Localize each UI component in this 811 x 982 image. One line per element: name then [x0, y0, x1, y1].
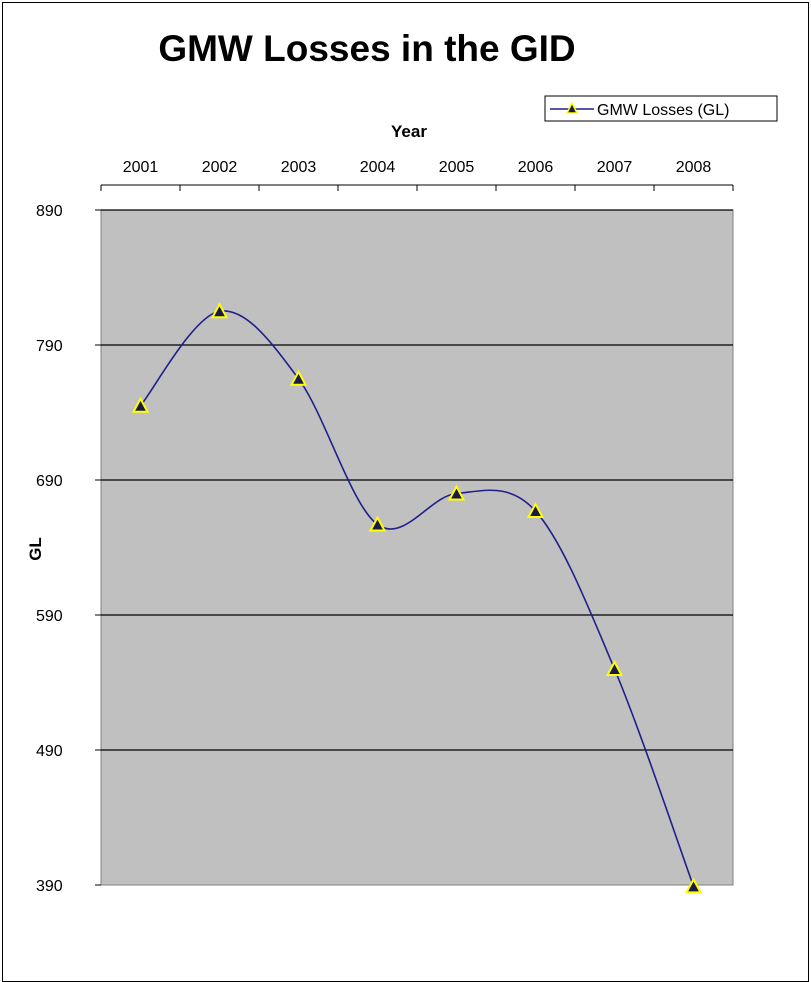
- x-tick-label: 2004: [360, 159, 396, 176]
- data-point-marker: [447, 484, 466, 501]
- data-point-marker: [526, 501, 545, 519]
- x-tick-label: 2001: [123, 159, 159, 176]
- x-axis-title: Year: [391, 122, 427, 141]
- legend-marker-icon: [565, 101, 579, 114]
- y-tick-label: 790: [36, 338, 63, 355]
- series-markers: [131, 302, 703, 894]
- gridlines: [101, 209, 733, 751]
- x-axis: 2001 2002 2003 2004 2005 2006 2007 2008: [100, 159, 734, 191]
- y-axis-title: GL: [26, 537, 45, 561]
- y-tick-label: 590: [36, 608, 63, 625]
- x-tick-label: 2002: [202, 159, 238, 176]
- data-point-marker: [368, 515, 387, 532]
- data-point-marker: [131, 396, 150, 413]
- x-tick-label: 2005: [439, 159, 475, 176]
- y-axis: 890 790 690 590 490 390: [36, 203, 101, 895]
- plot-area: [100, 209, 734, 886]
- x-tick-label: 2003: [281, 159, 317, 176]
- data-point-marker: [289, 369, 308, 386]
- legend: GMW Losses (GL): [544, 95, 778, 122]
- data-point-marker: [210, 302, 229, 319]
- chart-title: GMW Losses in the GID: [158, 28, 575, 69]
- x-tick-label: 2008: [676, 159, 712, 176]
- x-tick-label: 2007: [597, 159, 633, 176]
- y-tick-label: 890: [36, 203, 63, 220]
- legend-label: GMW Losses (GL): [597, 102, 729, 119]
- data-point-marker: [605, 659, 624, 676]
- y-tick-label: 390: [36, 878, 63, 895]
- y-tick-label: 690: [36, 473, 63, 490]
- x-tick-label: 2006: [518, 159, 554, 176]
- data-point-marker: [684, 877, 703, 894]
- y-tick-label: 490: [36, 743, 63, 760]
